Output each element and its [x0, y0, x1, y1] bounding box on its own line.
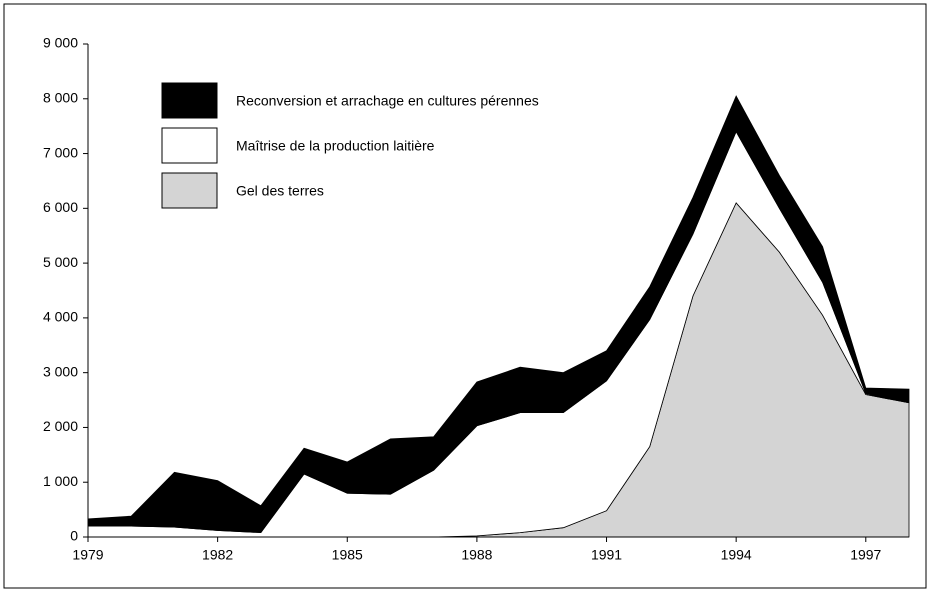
x-tick-label: 1988: [461, 547, 492, 563]
y-tick-label: 4 000: [43, 309, 78, 325]
area: [87, 95, 910, 534]
x-tick-label: 1994: [721, 547, 752, 563]
x-tick-label: 1979: [72, 547, 103, 563]
y-tick-label: 8 000: [43, 89, 78, 105]
y-tick-label: 2 000: [43, 418, 78, 434]
legend-label: Gel des terres: [236, 183, 324, 199]
legend-swatch: [161, 172, 218, 209]
legend-swatch: [161, 127, 218, 164]
legend-label: Reconversion et arrachage en cultures pé…: [236, 93, 539, 109]
y-tick-label: 9 000: [43, 35, 78, 51]
legend-swatch: [161, 82, 218, 119]
y-tick-label: 3 000: [43, 363, 78, 379]
x-tick-label: 1982: [202, 547, 233, 563]
legend-label: Maîtrise de la production laitière: [236, 138, 435, 154]
y-tick-label: 1 000: [43, 473, 78, 489]
x-tick-label: 1997: [850, 547, 881, 563]
x-tick-label: 1985: [332, 547, 363, 563]
x-tick-label: 1991: [591, 547, 622, 563]
y-tick-label: 0: [70, 528, 78, 544]
y-tick-label: 7 000: [43, 144, 78, 160]
y-tick-label: 6 000: [43, 199, 78, 215]
y-tick-label: 5 000: [43, 254, 78, 270]
